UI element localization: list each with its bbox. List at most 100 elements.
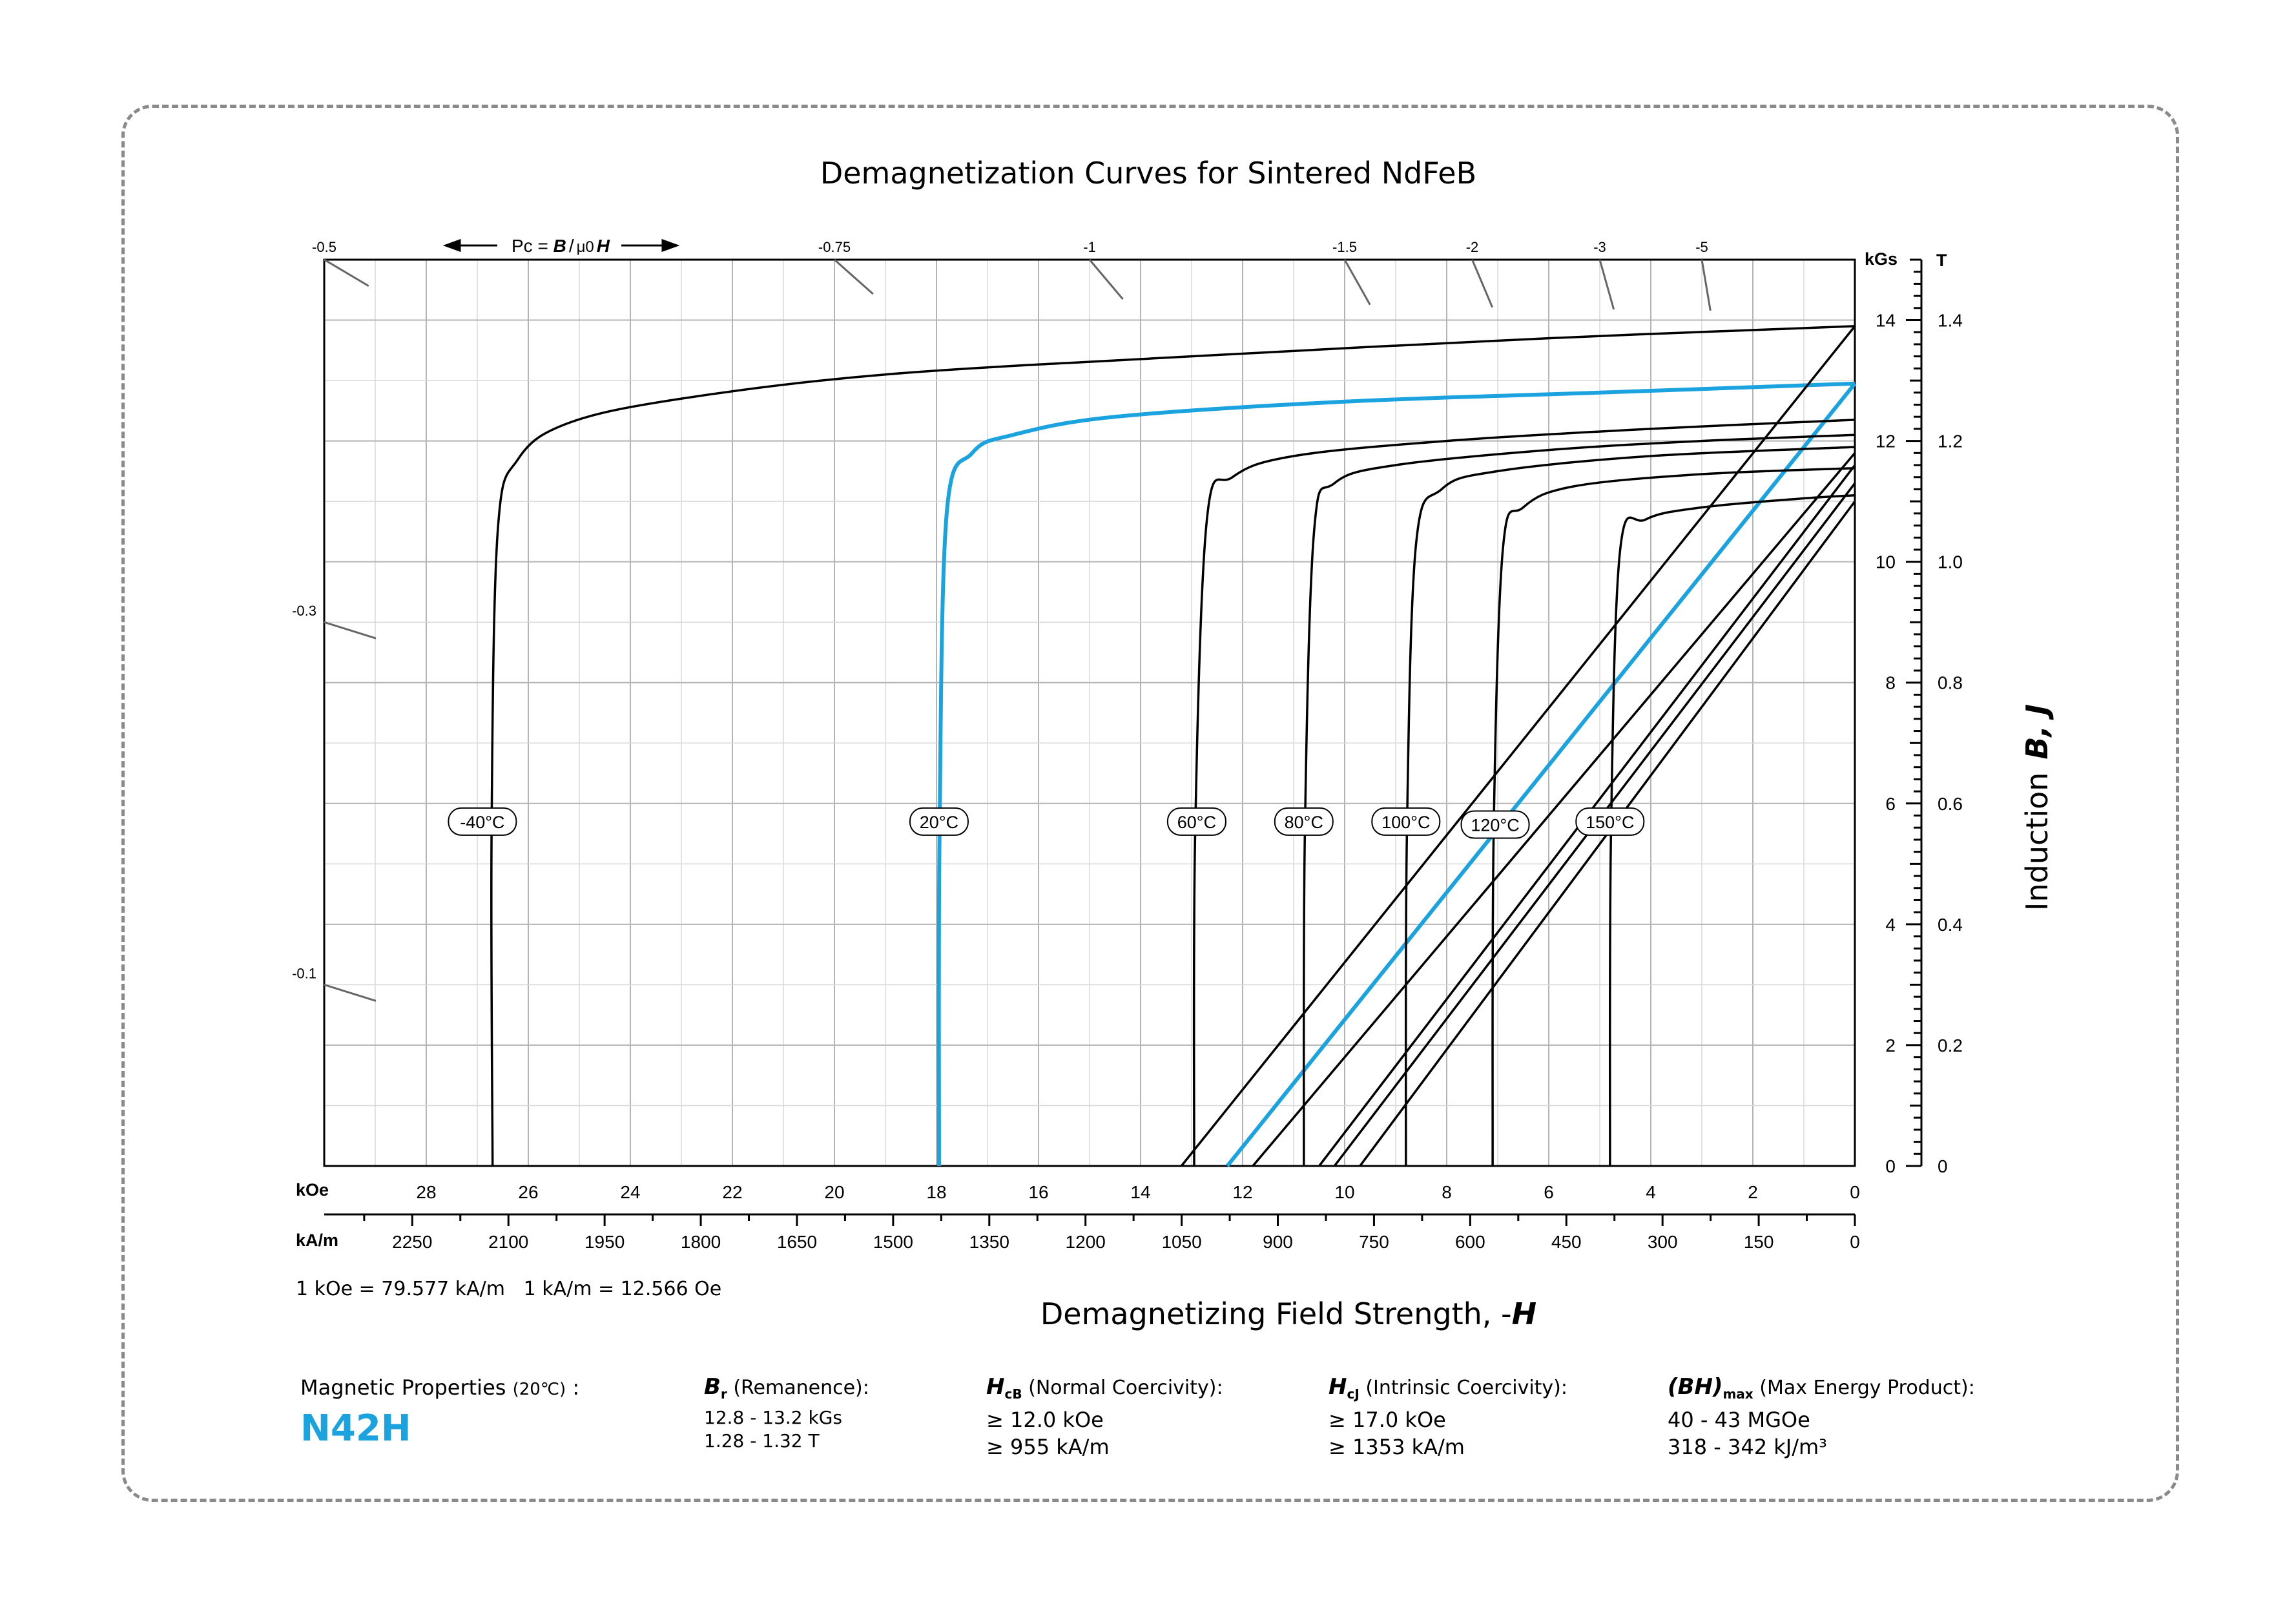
prop-normal-coercivity: HcB (Normal Coercivity): ≥ 12.0 kOe ≥ 95… [986,1374,1223,1459]
pc-tick-mark [1598,259,1615,310]
y-tick-label-t: 0.4 [1938,915,1963,935]
x-tick-label-kam: 1200 [1066,1232,1106,1252]
pc-tick-mark [834,258,874,295]
j-curve-150C [1608,494,1856,1167]
x-tick-label-koe: 20 [824,1182,844,1202]
x-tick-label-koe: 24 [620,1182,640,1202]
prop-max-energy-product: (BH)max (Max Energy Product): 40 - 43 MG… [1668,1374,1975,1459]
x-axis-label: Demagnetizing Field Strength, -H [1040,1296,1536,1331]
prop-intrinsic-coercivity: HcJ (Intrinsic Coercivity): ≥ 17.0 kOe ≥… [1329,1374,1567,1459]
y-tick-label-t: 0.8 [1938,673,1963,693]
x-tick-label-kam: 1800 [681,1232,721,1252]
curve-label: 60°C [1177,813,1216,832]
hcb-kam: ≥ 955 kA/m [986,1435,1110,1459]
pc-tick-mark [1343,259,1371,306]
pc-tick-label: -1 [1083,239,1096,255]
pc-arrows [442,238,680,253]
x-tick-label-kam: 1050 [1161,1232,1201,1252]
x-tick-label-koe: 2 [1748,1182,1758,1202]
x-tick-label-kam: 2100 [488,1232,528,1252]
curve-label-box [1371,807,1441,836]
j-curve--40C [490,325,1856,1167]
properties-heading: Magnetic Properties [300,1375,506,1400]
pc-label: Pc = B / μ0 H [512,236,610,256]
pc-tick-label: -1.5 [1332,239,1357,255]
properties-heading-block: Magnetic Properties (20℃) : N42H [300,1375,579,1451]
pc-tick-label: -3 [1593,239,1606,255]
b-curve-20C [1225,382,1857,1167]
curve-label-box [1575,807,1645,836]
x-unit-koe: kOe [296,1180,329,1200]
prop-remanence: Br (Remanence): 12.8 - 13.2 kGs 1.28 - 1… [704,1374,869,1451]
pc-tick-mark [324,258,369,287]
curve-label: 80°C [1285,813,1323,832]
curve-label-box [1460,810,1530,839]
x-tick-label-koe: 22 [722,1182,742,1202]
x-tick-label-kam: 1350 [969,1232,1009,1252]
x-tick-label-koe: 26 [518,1182,538,1202]
page-frame [121,105,2179,1502]
curve-label: 120°C [1471,816,1519,835]
pc-tick-label: -0.1 [292,965,316,981]
curve-label: -40°C [460,813,504,832]
conversion-note: 1 kOe = 79.577 kA/m 1 kA/m = 12.566 Oe [296,1278,721,1300]
curve-label-box [1274,807,1334,836]
y-tick-label-kgs: 14 [1876,311,1896,331]
bhmax-kjm3: 318 - 342 kJ/m³ [1668,1435,1827,1459]
curve-labels: -40°C 20°C 60°C 80°C 100°C 120°C 150°C [448,807,1645,839]
curve-label-box [909,807,969,836]
chart-grid [323,258,1856,1167]
x-tick-label-kam: 0 [1850,1232,1860,1252]
y-tick-label-kgs: 12 [1876,432,1896,452]
curve-label: 150°C [1586,813,1634,832]
x-tick-label-koe: 8 [1442,1182,1452,1202]
x-tick-label-kam: 1650 [777,1232,817,1252]
x-tick-label-koe: 28 [416,1182,436,1202]
y-axis-label: InductionB, J [2020,704,2054,911]
hcb-koe: ≥ 12.0 kOe [986,1408,1104,1432]
x-tick-label-koe: 10 [1334,1182,1354,1202]
x-tick-label-kam: 150 [1744,1232,1774,1252]
b-curve-60C [1180,325,1856,1167]
y-tick-label-t: 1.2 [1938,432,1963,452]
curve-label-box [1166,807,1226,836]
y-tick-label-t: 0 [1938,1156,1948,1176]
y-tick-label-t: 1.4 [1938,311,1963,331]
x-tick-label-koe: 4 [1646,1182,1656,1202]
y-tick-label-t: 0.2 [1938,1035,1963,1056]
remanence-kgs: 12.8 - 13.2 kGs [704,1407,842,1428]
y-unit-t: T [1936,251,1947,270]
j-curve-120C [1491,466,1856,1167]
pc-tick-mark [1471,259,1494,308]
hcj-kam: ≥ 1353 kA/m [1329,1435,1465,1459]
x-tick-label-koe: 12 [1232,1182,1252,1202]
y-tick-label-kgs: 0 [1885,1156,1896,1176]
curve-label: 100°C [1381,813,1430,832]
properties-temp: (20℃) [512,1380,566,1399]
y-tick-label-t: 0.6 [1938,794,1963,814]
pc-tick-mark [324,983,377,1002]
x-tick-label-kam: 300 [1648,1232,1678,1252]
x-tick-label-kam: 750 [1359,1232,1389,1252]
curve-label: 20°C [920,813,958,832]
x-tick-label-kam: 1950 [584,1232,625,1252]
x-tick-label-kam: 600 [1455,1232,1485,1252]
chart-title: Demagnetization Curves for Sintered NdFe… [820,156,1476,191]
x-tick-label-koe: 0 [1850,1182,1860,1202]
j-curve-80C [1302,433,1856,1167]
x-tick-label-kam: 1500 [873,1232,913,1252]
y-unit-kgs: kGs [1865,249,1898,269]
x-tick-label-koe: 6 [1544,1182,1554,1202]
remanence-t: 1.28 - 1.32 T [704,1430,820,1451]
pc-tick-mark [1701,259,1712,311]
x-unit-kam: kA/m [296,1231,338,1250]
y-tick-label-t: 1.0 [1938,552,1963,572]
pc-tick-label: -2 [1466,239,1479,255]
j-curve-60C [1192,419,1856,1167]
curve-label-box [448,807,517,836]
y-tick-label-kgs: 8 [1885,673,1896,693]
y-tick-label-kgs: 6 [1885,794,1896,814]
pc-tick-mark [1088,259,1124,300]
pc-tick-label: -0.3 [292,603,316,619]
